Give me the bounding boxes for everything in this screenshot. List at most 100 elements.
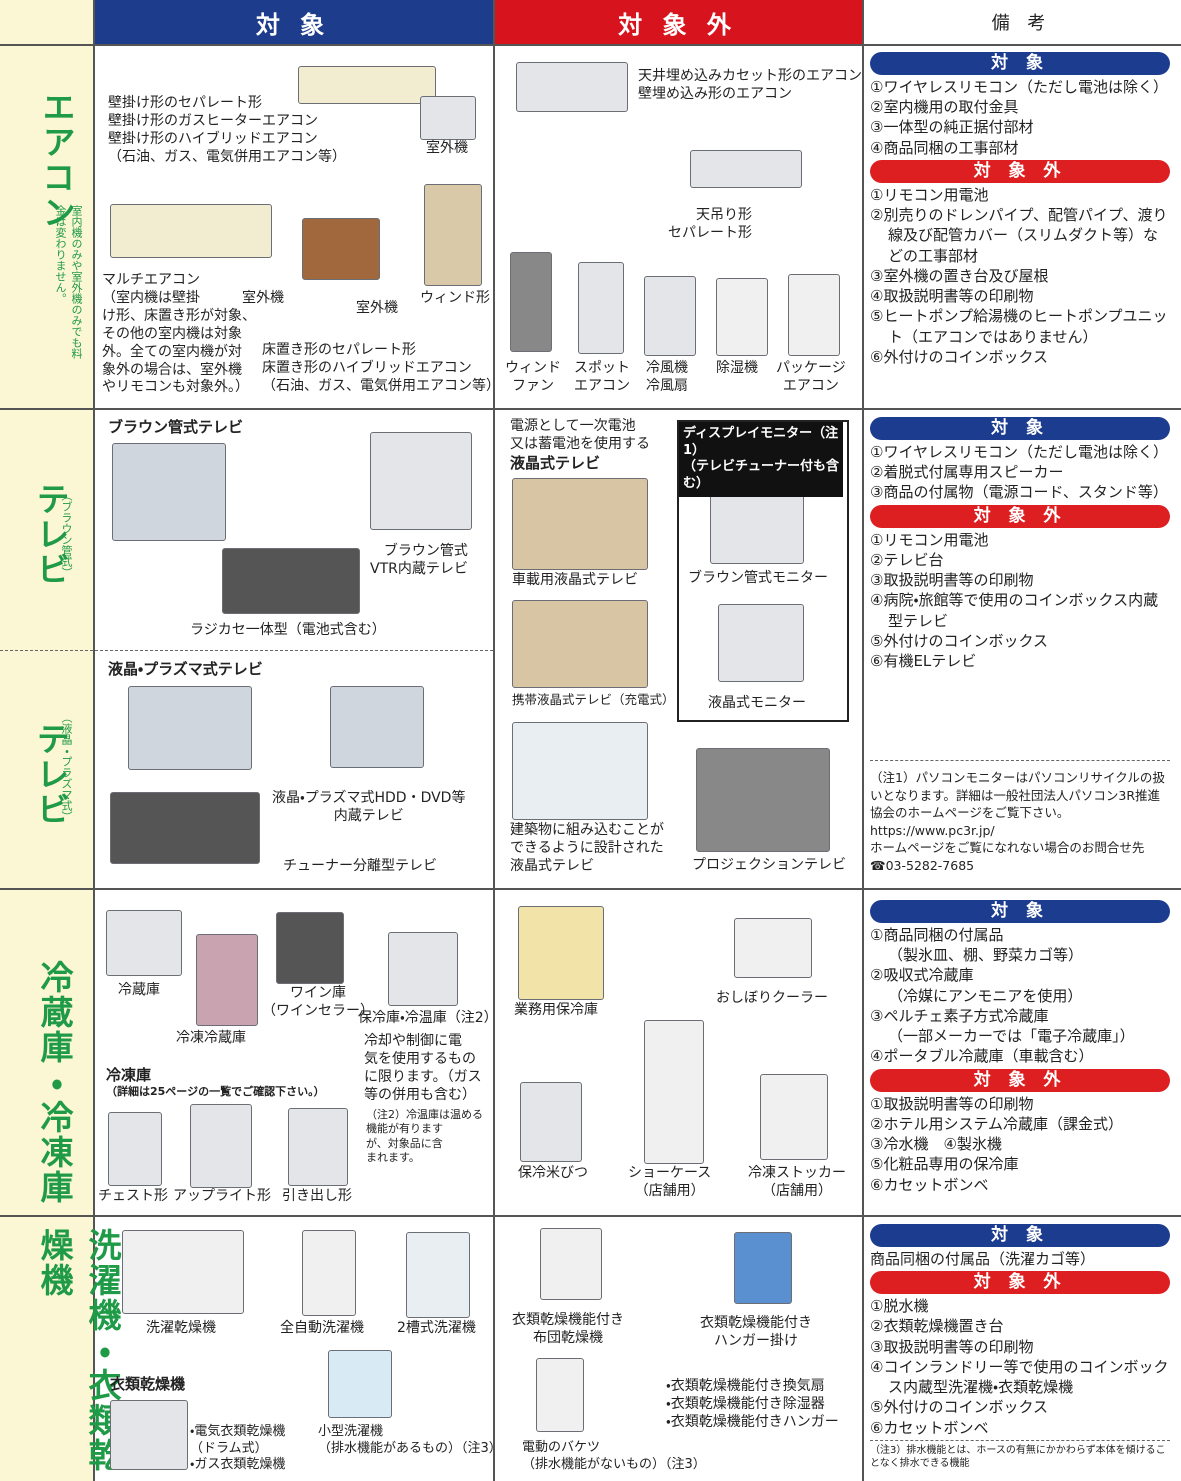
column-line xyxy=(93,0,95,1481)
note-item: ①ワイヤレスリモコン（ただし電池は除く） xyxy=(870,442,1168,461)
column-line xyxy=(493,0,495,1481)
illustration xyxy=(110,204,272,258)
note-item: ③商品の付属物（電源コード、スタンド等） xyxy=(870,483,1168,502)
illustration xyxy=(112,443,226,541)
note-item: ②テレビ台 xyxy=(870,550,944,569)
item-label: 冷凍ストッカー （店舗用） xyxy=(748,1165,846,1199)
illustration xyxy=(110,792,260,864)
item-label: スポット エアコン xyxy=(574,360,630,394)
item-label: 除湿機 xyxy=(716,360,758,376)
item-label: 携帯液晶式テレビ（充電式） xyxy=(512,692,675,707)
note-item: ④商品同梱の工事部材 xyxy=(870,138,1019,157)
item-label: アップライト形 xyxy=(173,1188,271,1204)
illustration xyxy=(510,252,552,352)
row-line xyxy=(0,1215,1181,1217)
note-item: ④コインランドリー等で使用のコインボックス内蔵型洗濯機・衣類乾燥機 xyxy=(870,1357,1169,1397)
item-label: 業務用保冷庫 xyxy=(514,1002,598,1018)
item-label: 引き出し形 xyxy=(282,1188,352,1204)
item-label: 冷凍冷蔵庫 xyxy=(176,1030,246,1046)
note-item: ③取扱説明書等の印刷物 xyxy=(870,1337,1034,1356)
illustration xyxy=(718,604,804,682)
row-line xyxy=(0,44,1181,46)
note-item: ⑥カセットボンベ xyxy=(870,1175,989,1194)
illustration xyxy=(520,1082,582,1162)
item-label: 電源として一次電池 又は蓄電池を使用する xyxy=(510,418,650,452)
box-title: ディスプレイモニター（注1） （テレビチューナー付も含む） xyxy=(679,422,843,497)
item-label: パッケージ エアコン xyxy=(776,360,846,394)
illustration xyxy=(302,1230,356,1316)
note-item: ⑤外付けのコインボックス xyxy=(870,1398,1048,1417)
section-sublabel: （ブラウン管式） xyxy=(60,490,73,578)
note-item: ①ワイヤレスリモコン（ただし電池は除く） xyxy=(870,77,1168,96)
note-item: ⑤化粧品専用の保冷庫 xyxy=(870,1155,1019,1174)
item-heading: ブラウン管式テレビ xyxy=(108,418,244,436)
section-label: エアコン xyxy=(37,90,76,230)
illustration xyxy=(518,906,604,1000)
item-heading: 衣類乾燥機 xyxy=(110,1375,186,1393)
header-notes: 備 考 xyxy=(991,13,1052,34)
illustration xyxy=(328,1350,392,1418)
note-item: ②別売りのドレンパイプ、配管パイプ、渡り線及び配管カバー（スリムダクト等）などの… xyxy=(870,206,1168,265)
illustration xyxy=(222,548,360,614)
item-label: 車載用液晶式テレビ xyxy=(512,572,638,588)
header-excluded: 対 象 外 xyxy=(493,0,862,44)
item-label: ラジカセ一体型（電池式含む） xyxy=(190,622,386,638)
section-label: テレビ xyxy=(31,482,70,587)
illustration xyxy=(190,1104,252,1188)
note-item: ②室内機用の取付金具 xyxy=(870,98,1019,117)
item-label: 衣類乾燥機能付き 布団乾燥機 xyxy=(512,1312,624,1346)
item-heading: 液晶・プラズマ式テレビ xyxy=(108,660,263,678)
illustration xyxy=(516,62,628,112)
row-line xyxy=(0,650,493,651)
note-item: ⑤ヒートポンプ給湯機のヒートポンプユニット（エアコンではありません） xyxy=(870,307,1168,346)
footnote: （注3）排水機能とは、ホースの有無にかかわらず本体を傾けることなく排水できる機能 xyxy=(870,1440,1170,1470)
illustration xyxy=(760,1074,828,1160)
note-item: ③一体型の純正据付部材 xyxy=(870,118,1034,137)
note-item: ③冷水機 ④製氷機 xyxy=(870,1135,1002,1154)
note-item: 商品同梱の付属品（洗濯カゴ等） xyxy=(870,1249,1096,1268)
note-item: ⑥有機ELテレビ xyxy=(870,652,977,671)
note-item: ①取扱説明書等の印刷物 xyxy=(870,1094,1034,1113)
item-label: 天吊り形 セパレート形 xyxy=(668,207,752,241)
note-item: ①脱水機 xyxy=(870,1297,929,1316)
section-label: テレビ xyxy=(31,722,70,827)
illustration xyxy=(298,66,436,104)
illustration xyxy=(388,932,458,1006)
item-label: 室外機 xyxy=(242,290,284,306)
illustration xyxy=(128,686,252,770)
item-label: 保冷米びつ xyxy=(518,1165,588,1181)
item-label: 保冷庫・冷温庫（注2） xyxy=(358,1010,498,1026)
item-label: チェスト形 xyxy=(98,1188,168,1204)
item-label: 全自動洗濯機 xyxy=(280,1320,364,1336)
item-label: 衣類乾燥機能付き ハンガー掛け xyxy=(700,1315,812,1349)
note-item: ④取扱説明書等の印刷物 xyxy=(870,287,1034,306)
illustration xyxy=(424,184,482,286)
item-label: 小型洗濯機 （排水機能があるもの）（注3） xyxy=(318,1424,502,1456)
item-label: マルチエアコン （室内機は壁掛 け形、床置き形が対象、 その他の室内機は対象 外… xyxy=(102,272,256,396)
note-item: ②ホテル用システム冷蔵庫（課金式） xyxy=(870,1114,1123,1133)
notes: 対 象商品同梱の付属品（洗濯カゴ等） 対 象 外 ①脱水機 ②衣類乾燥機置き台 ③取扱説… xyxy=(870,1222,1170,1438)
notes-heading: 対 象 xyxy=(870,1224,1170,1247)
illustration xyxy=(788,274,840,356)
illustration xyxy=(110,1400,188,1470)
note-item: ⑥外付けのコインボックス xyxy=(870,347,1048,366)
illustration xyxy=(540,1228,602,1300)
notes-heading: 対 象 xyxy=(870,417,1170,440)
item-label: おしぼりクーラー xyxy=(716,990,828,1006)
note-item: ③取扱説明書等の印刷物 xyxy=(870,571,1034,590)
item-label: チューナー分離型テレビ xyxy=(283,858,437,874)
item-label: 冷風機 冷風扇 xyxy=(646,360,688,394)
illustration xyxy=(106,910,182,976)
item-label: 室外機 xyxy=(356,300,398,316)
item-label: 冷却や制御に電 気を使用するもの に限ります。（ガス 等の併用も含む） xyxy=(364,1033,482,1103)
item-label: 洗濯乾燥機 xyxy=(146,1320,216,1336)
note-item: ⑥カセットボンベ xyxy=(870,1418,989,1437)
illustration xyxy=(644,276,696,356)
illustration xyxy=(690,150,802,188)
item-label: 電動のバケツ （排水機能がないもの）（注3） xyxy=(522,1440,706,1472)
item-label: 建築物に組み込むことが できるように設計された 液晶式テレビ xyxy=(510,822,664,874)
item-label: 壁掛け形のセパレート形 壁掛け形のガスヒーターエアコン 壁掛け形のハイブリッドエ… xyxy=(108,95,346,165)
illustration xyxy=(644,1020,704,1164)
item-label: ウィンド形 xyxy=(420,290,490,306)
